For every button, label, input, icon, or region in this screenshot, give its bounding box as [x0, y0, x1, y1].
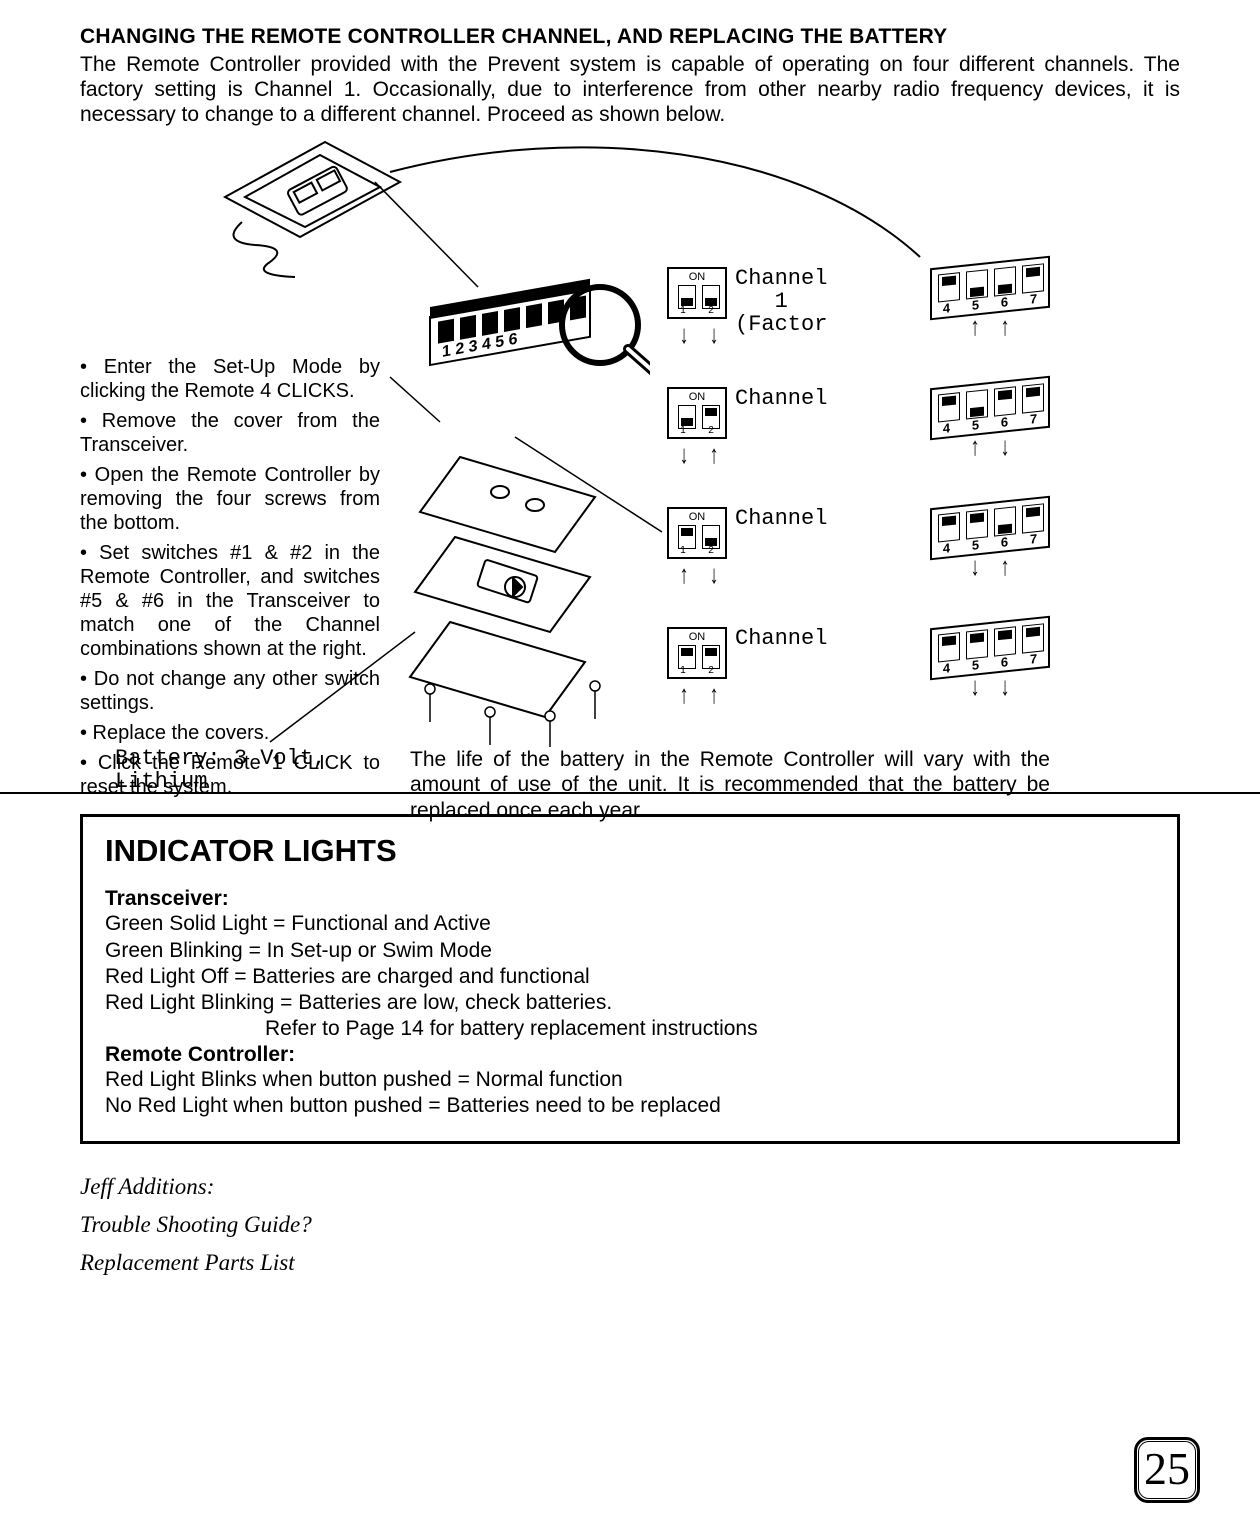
remote-dip-ch3: ON12↑↓ — [667, 507, 727, 559]
battery-spec: Battery: 3 Volt, Lithium — [115, 747, 395, 793]
additions-line: Jeff Additions: — [80, 1174, 1180, 1200]
transceiver-dip-ch1: 4567↑↑ — [930, 262, 1050, 337]
instruction-item: • Replace the covers. — [80, 721, 380, 745]
channel-label-1: Channel 1 (Factor — [735, 267, 827, 336]
indicator-line: Red Light Off = Batteries are charged an… — [105, 964, 1155, 990]
remote-dip-ch2: ON12↓↑ — [667, 387, 727, 439]
instruction-item: • Open the Remote Controller by removing… — [80, 463, 380, 535]
remote-dip-ch1: ON12↓↓ — [667, 267, 727, 319]
transceiver-dip-ch4: 4567↓↓ — [930, 622, 1050, 697]
remote-dip-ch4: ON12↑↑ — [667, 627, 727, 679]
transceiver-dip-ch3: 4567↓↑ — [930, 502, 1050, 577]
additions-line: Replacement Parts List — [80, 1250, 1180, 1276]
indicator-lights-box: INDICATOR LIGHTS Transceiver: Green Soli… — [80, 814, 1180, 1144]
instruction-column: • Enter the Set-Up Mode by clicking the … — [80, 355, 380, 805]
page-number: 25 — [1134, 1437, 1200, 1503]
additions-line: Trouble Shooting Guide? — [80, 1212, 1180, 1238]
indicator-line: Green Blinking = In Set-up or Swim Mode — [105, 938, 1155, 964]
additions-block: Jeff Additions: Trouble Shooting Guide? … — [80, 1174, 1180, 1276]
indicator-refer-line: Refer to Page 14 for battery replacement… — [265, 1016, 1155, 1042]
intro-paragraph: The Remote Controller provided with the … — [80, 53, 1180, 127]
indicator-line: No Red Light when button pushed = Batter… — [105, 1093, 1155, 1119]
diagram-block: 1 2 3 4 5 6 — [80, 137, 1180, 792]
indicator-line: Red Light Blinks when button pushed = No… — [105, 1067, 1155, 1093]
instruction-item: • Set switches #1 & #2 in the Remote Con… — [80, 541, 380, 661]
instruction-item: • Enter the Set-Up Mode by clicking the … — [80, 355, 380, 403]
instruction-item: • Do not change any other switch setting… — [80, 667, 380, 715]
indicator-title: INDICATOR LIGHTS — [105, 833, 1155, 869]
channel-label-3: Channel — [735, 507, 827, 530]
channel-label-2: Channel — [735, 387, 827, 410]
indicator-line: Red Light Blinking = Batteries are low, … — [105, 990, 1155, 1016]
instruction-item: • Remove the cover from the Transceiver. — [80, 409, 380, 457]
battery-life-note: The life of the battery in the Remote Co… — [410, 747, 1050, 823]
indicator-line: Green Solid Light = Functional and Activ… — [105, 911, 1155, 937]
remote-heading: Remote Controller: — [105, 1043, 1155, 1067]
channel-label-4: Channel — [735, 627, 827, 650]
transceiver-dip-ch2: 4567↑↓ — [930, 382, 1050, 457]
section-title: CHANGING THE REMOTE CONTROLLER CHANNEL, … — [80, 25, 1180, 49]
transceiver-heading: Transceiver: — [105, 887, 1155, 911]
